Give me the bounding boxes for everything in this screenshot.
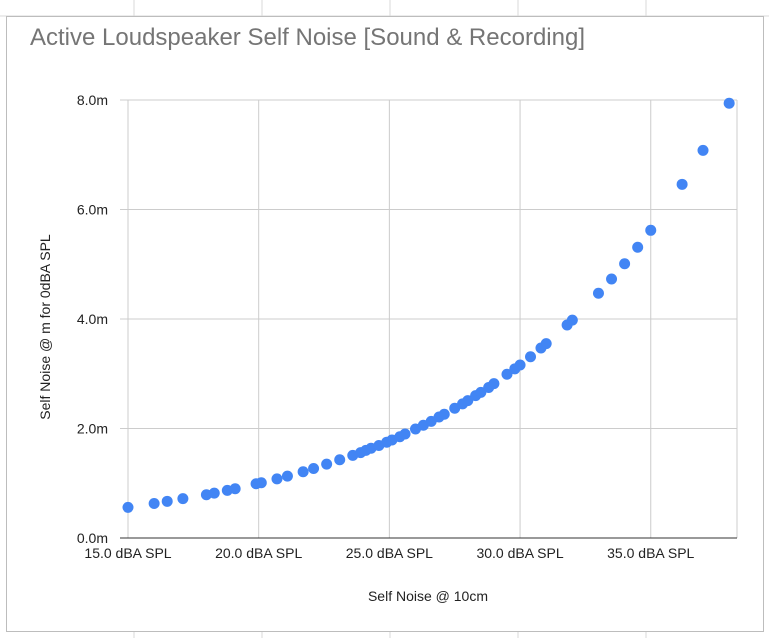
data-point[interactable] [161, 495, 173, 507]
y-tick-label: 8.0m [77, 92, 108, 108]
x-axis-ticks: 15.0 dBA SPL 20.0 dBA SPL 25.0 dBA SPL 30.0… [84, 545, 694, 561]
data-point[interactable] [321, 458, 333, 470]
data-point[interactable] [619, 258, 631, 270]
data-points [122, 97, 735, 513]
data-point[interactable] [229, 483, 241, 495]
x-tick-label: 20.0 dBA SPL [215, 545, 302, 561]
chart-container[interactable] [6, 16, 764, 632]
data-point[interactable] [462, 395, 474, 407]
gridlines [120, 99, 738, 539]
data-point[interactable] [399, 428, 411, 440]
data-point[interactable] [540, 338, 552, 350]
data-point[interactable] [271, 473, 283, 485]
y-axis-title: Self Noise @ m for 0dBA SPL [37, 234, 53, 420]
data-point[interactable] [177, 493, 189, 505]
data-point[interactable] [697, 144, 709, 156]
x-tick-label: 25.0 dBA SPL [346, 545, 433, 561]
y-tick-label: 0.0m [77, 530, 108, 546]
data-point[interactable] [514, 359, 526, 371]
data-point[interactable] [488, 378, 500, 390]
x-tick-label: 15.0 dBA SPL [84, 545, 171, 561]
y-tick-label: 2.0m [77, 421, 108, 437]
data-point[interactable] [438, 408, 450, 420]
data-point[interactable] [255, 477, 267, 489]
data-point[interactable] [606, 273, 618, 285]
chart-title: Active Loudspeaker Self Noise [Sound & R… [30, 24, 585, 51]
x-tick-label: 35.0 dBA SPL [607, 545, 694, 561]
data-point[interactable] [281, 470, 293, 482]
data-point[interactable] [148, 498, 160, 510]
y-axis-ticks: 0.0m 2.0m 4.0m 6.0m 8.0m [77, 92, 108, 546]
x-tick-label: 30.0 dBA SPL [476, 545, 563, 561]
data-point[interactable] [334, 454, 346, 466]
data-point[interactable] [297, 466, 309, 478]
data-point[interactable] [475, 386, 487, 398]
data-point[interactable] [592, 287, 604, 299]
data-point[interactable] [566, 314, 578, 326]
data-point[interactable] [308, 462, 320, 474]
data-point[interactable] [645, 224, 657, 236]
data-point[interactable] [723, 97, 735, 109]
data-point[interactable] [676, 178, 688, 190]
data-point[interactable] [525, 351, 537, 363]
y-tick-label: 6.0m [77, 202, 108, 218]
data-point[interactable] [122, 501, 134, 513]
data-point[interactable] [632, 241, 644, 253]
y-tick-label: 4.0m [77, 311, 108, 327]
data-point[interactable] [501, 368, 513, 380]
data-point[interactable] [208, 487, 220, 499]
x-axis-title: Self Noise @ 10cm [368, 588, 488, 604]
